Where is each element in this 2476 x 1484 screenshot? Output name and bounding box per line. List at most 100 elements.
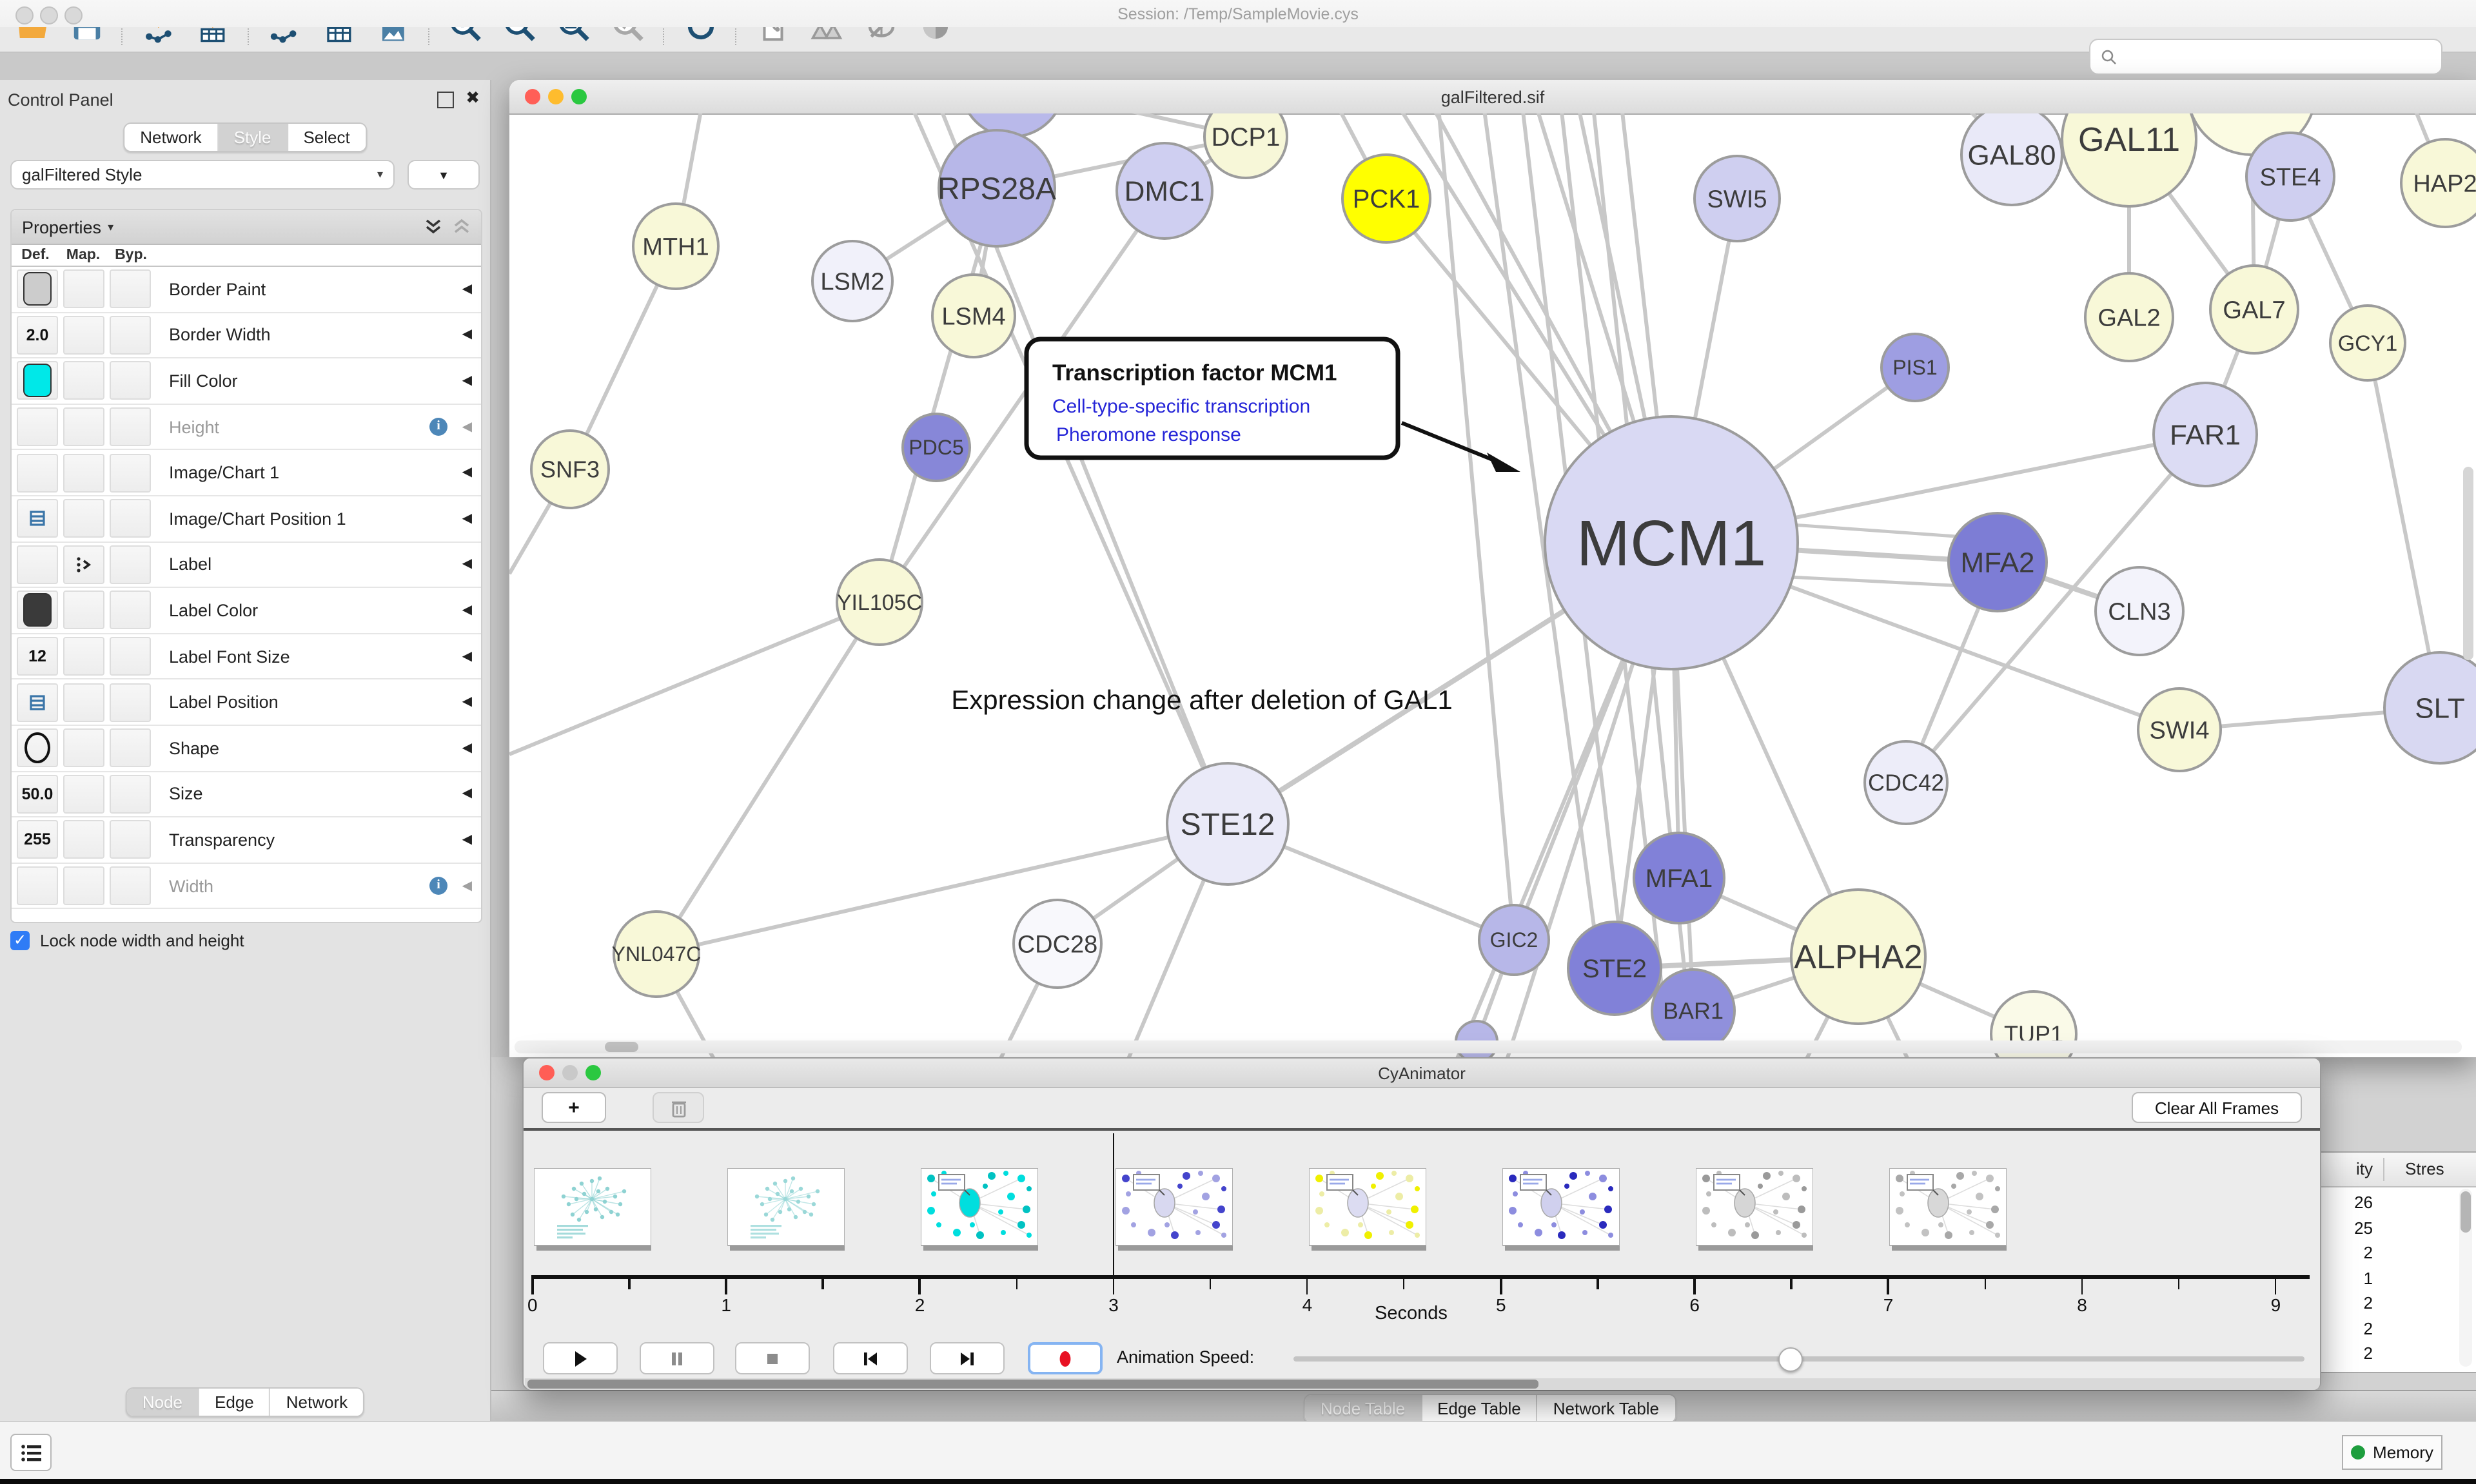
style-combobox[interactable]: galFiltered Style ▾ — [10, 160, 395, 190]
node-SNF3[interactable]: SNF3 — [530, 429, 610, 509]
default-value-cell[interactable] — [17, 499, 58, 538]
default-value-cell[interactable] — [17, 453, 58, 493]
node-STE4[interactable]: STE4 — [2245, 132, 2335, 222]
mapping-cell[interactable] — [63, 728, 104, 768]
node-MTH1[interactable]: MTH1 — [632, 202, 720, 290]
bypass-cell[interactable] — [110, 269, 151, 309]
bypass-cell[interactable] — [110, 866, 151, 906]
annotation-link[interactable]: Cell-type-specific transcription — [1052, 396, 1310, 417]
frame-thumbnail-2[interactable] — [727, 1167, 846, 1252]
column-divider[interactable] — [2383, 1158, 2384, 1181]
expand-row-icon[interactable]: ◀ — [462, 603, 472, 618]
default-value-cell[interactable]: 50.0 — [17, 774, 58, 814]
add-frame-button[interactable]: + — [542, 1092, 606, 1123]
tab-edge-table[interactable]: Edge Table — [1422, 1395, 1538, 1422]
property-row-label-color[interactable]: Label Color ◀ — [12, 588, 481, 634]
style-options-button[interactable]: ▼ — [408, 160, 480, 190]
table-row[interactable]: 26 — [2354, 1193, 2373, 1212]
mapping-cell[interactable] — [63, 637, 104, 676]
mapping-cell[interactable] — [63, 545, 104, 584]
expand-row-icon[interactable]: ◀ — [462, 649, 472, 664]
frame-thumbnail-5[interactable] — [1308, 1167, 1427, 1252]
property-row-label-position[interactable]: Label Position ◀ — [12, 680, 481, 726]
expand-row-icon[interactable]: ◀ — [462, 282, 472, 297]
expand-row-icon[interactable]: ◀ — [462, 511, 472, 526]
bypass-cell[interactable] — [110, 728, 151, 768]
collapse-all-icon[interactable] — [453, 218, 471, 236]
mapping-cell[interactable] — [63, 866, 104, 906]
bypass-cell[interactable] — [110, 637, 151, 676]
network-window-titlebar[interactable]: galFiltered.sif — [509, 80, 2476, 115]
node-SLT2[interactable]: SLT — [2383, 651, 2476, 765]
table-row[interactable]: 2 — [2363, 1293, 2373, 1313]
caption-annotation[interactable]: Expression change after deletion of GAL1 — [951, 685, 1453, 715]
bypass-cell[interactable] — [110, 683, 151, 722]
property-row-border-width[interactable]: 2.0 Border Width ◀ — [12, 313, 481, 359]
animation-speed-slider[interactable] — [1293, 1347, 2304, 1372]
property-row-image-chart-1[interactable]: Image/Chart 1 ◀ — [12, 451, 481, 496]
zoom-window-light[interactable] — [64, 6, 83, 24]
clear-all-frames-button[interactable]: Clear All Frames — [2132, 1092, 2302, 1123]
expand-row-icon[interactable]: ◀ — [462, 879, 472, 893]
close-panel-icon[interactable]: ✖ — [466, 88, 480, 107]
mapping-cell[interactable] — [63, 407, 104, 447]
table-column-header[interactable]: Stres — [2405, 1159, 2444, 1178]
node-MCM1[interactable]: MCM1 — [1544, 415, 1799, 670]
tab-node[interactable]: Node — [126, 1389, 200, 1416]
stop-button[interactable] — [735, 1342, 810, 1374]
zoom-window-light[interactable] — [571, 89, 587, 104]
scrollbar-thumb[interactable] — [527, 1380, 1538, 1389]
expand-row-icon[interactable]: ◀ — [462, 741, 472, 756]
frame-thumbnail-8[interactable] — [1889, 1167, 2008, 1252]
frame-thumbnail-3[interactable] — [920, 1167, 1039, 1252]
pause-button[interactable] — [640, 1342, 714, 1374]
default-value-cell[interactable] — [17, 866, 58, 906]
skip-end-button[interactable] — [930, 1342, 1005, 1374]
default-value-cell[interactable] — [17, 269, 58, 309]
network-hscrollbar[interactable] — [515, 1040, 2462, 1053]
expand-row-icon[interactable]: ◀ — [462, 327, 472, 342]
node-BAR1[interactable]: BAR1 — [1651, 968, 1736, 1053]
close-window-light[interactable] — [539, 1065, 555, 1080]
default-value-cell[interactable] — [17, 591, 58, 630]
mapping-cell[interactable] — [63, 591, 104, 630]
close-window-light[interactable] — [15, 6, 34, 24]
property-row-image-chart-position-1[interactable]: Image/Chart Position 1 ◀ — [12, 496, 481, 543]
skip-start-button[interactable] — [833, 1342, 908, 1374]
node-MFA1[interactable]: MFA1 — [1633, 832, 1725, 924]
table-scrollbar[interactable] — [2459, 1189, 2472, 1367]
expand-row-icon[interactable]: ◀ — [462, 786, 472, 801]
tab-select[interactable]: Select — [288, 124, 366, 151]
bypass-cell[interactable] — [110, 499, 151, 538]
mcm1-annotation[interactable]: Transcription factor MCM1 Cell-type-speci… — [1024, 337, 1520, 472]
frame-thumbnail-1[interactable] — [533, 1167, 652, 1252]
tab-network-table[interactable]: Network Table — [1537, 1395, 1675, 1422]
bypass-cell[interactable] — [110, 361, 151, 400]
frame-thumbnail-7[interactable] — [1695, 1167, 1814, 1252]
property-row-width[interactable]: Width i ◀ — [12, 863, 481, 910]
expand-row-icon[interactable]: ◀ — [462, 557, 472, 572]
bypass-cell[interactable] — [110, 407, 151, 447]
node-STE2[interactable]: STE2 — [1567, 921, 1662, 1016]
table-row[interactable]: 25 — [2354, 1218, 2373, 1237]
network-canvas[interactable]: DCP1 RPS28A DMC1 PCK1 MTH1 LSM2 LSM4 SWI5 GAL80 G… — [509, 113, 2476, 1057]
zoom-window-light[interactable] — [585, 1065, 601, 1080]
property-row-label[interactable]: Label ◀ — [12, 542, 481, 589]
mapping-cell[interactable] — [63, 315, 104, 355]
node-PDC5[interactable]: PDC5 — [901, 413, 971, 482]
tab-network[interactable]: Network — [124, 124, 219, 151]
property-row-size[interactable]: 50.0 Size ◀ — [12, 772, 481, 818]
mapping-cell[interactable] — [63, 499, 104, 538]
table-row[interactable]: 2 — [2363, 1343, 2373, 1363]
node-CDC42[interactable]: CDC42 — [1863, 740, 1949, 825]
playhead[interactable] — [1112, 1133, 1115, 1279]
expand-row-icon[interactable]: ◀ — [462, 420, 472, 434]
table-row[interactable]: 2 — [2363, 1243, 2373, 1262]
node-SWI5[interactable]: SWI5 — [1693, 155, 1781, 242]
default-value-cell[interactable]: 255 — [17, 820, 58, 859]
table-row[interactable]: 2 — [2363, 1318, 2373, 1338]
node-GAL80[interactable]: GAL80 — [1960, 113, 2063, 206]
expand-row-icon[interactable]: ◀ — [462, 695, 472, 710]
cyanimator-titlebar[interactable]: CyAnimator — [524, 1059, 2320, 1088]
node-DMC1[interactable]: DMC1 — [1115, 142, 1213, 240]
